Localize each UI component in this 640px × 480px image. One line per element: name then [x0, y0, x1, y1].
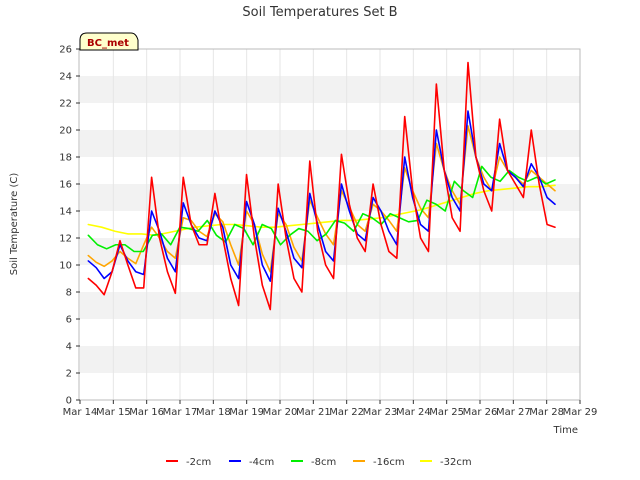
y-tick-label: 14: [59, 207, 72, 218]
x-tick-label: Mar 26: [463, 407, 498, 418]
plot-background: [80, 49, 580, 400]
grid-band: [80, 49, 580, 76]
y-tick-label: 0: [66, 396, 72, 407]
grid-band: [80, 103, 580, 130]
x-tick-label: Mar 24: [396, 407, 431, 418]
chart-title: Soil Temperatures Set B: [242, 5, 397, 20]
grid-band: [80, 319, 580, 346]
grid-band: [80, 238, 580, 265]
site-badge: BC_met: [79, 32, 139, 51]
x-tick-label: Mar 18: [196, 407, 231, 418]
legend-label: -2cm: [186, 457, 211, 468]
x-tick-label: Mar 19: [229, 407, 264, 418]
y-axis-label: Soil Temperature (C): [9, 173, 20, 276]
y-tick-label: 20: [59, 126, 72, 137]
y-tick-label: 8: [66, 288, 72, 299]
y-tick-label: 4: [66, 342, 72, 353]
y-tick-label: 24: [59, 72, 72, 83]
y-tick-label: 16: [59, 180, 72, 191]
x-tick-label: Mar 25: [429, 407, 464, 418]
x-tick-label: Mar 22: [329, 407, 364, 418]
y-tick-label: 6: [66, 315, 72, 326]
y-tick-label: 2: [66, 369, 72, 380]
y-tick-label: 12: [59, 234, 72, 245]
series-line-minus-2cm: [87, 61, 556, 311]
legend-label: -16cm: [373, 457, 405, 468]
grid-band: [80, 346, 580, 373]
series-layer: [87, 61, 556, 311]
grid-band: [80, 211, 580, 238]
x-tick-label: Mar 27: [496, 407, 531, 418]
x-tick-label: Mar 29: [563, 407, 598, 418]
y-tick-label: 18: [59, 153, 72, 164]
x-tick-label: Mar 16: [129, 407, 164, 418]
y-tick-label: 10: [59, 261, 72, 272]
x-tick-label: Mar 15: [96, 407, 131, 418]
site-badge-text: BC_met: [87, 38, 129, 49]
x-tick-label: Mar 23: [363, 407, 398, 418]
y-tick-label: 26: [59, 45, 72, 56]
site-badge-shape: [79, 32, 139, 51]
grid-band: [80, 76, 580, 103]
grid-band: [80, 184, 580, 211]
x-axis-label: Time: [553, 425, 578, 436]
series-line-minus-32cm: [87, 184, 556, 237]
legend: -2cm -4cm -8cm -16cm -32cm: [166, 457, 472, 468]
x-tick-label: Mar 14: [63, 407, 98, 418]
grid-band: [80, 265, 580, 292]
x-tick-label: Mar 17: [163, 407, 198, 418]
x-tick-label: Mar 21: [296, 407, 331, 418]
plot-frame: [78, 48, 581, 401]
legend-label: -4cm: [249, 457, 274, 468]
x-tick-label: Mar 28: [529, 407, 564, 418]
y-tick-label: 22: [59, 99, 72, 110]
x-tick-label: Mar 20: [263, 407, 298, 418]
grid-band: [80, 373, 580, 400]
legend-label: -8cm: [311, 457, 336, 468]
grid-band: [80, 292, 580, 319]
legend-label: -32cm: [440, 457, 472, 468]
